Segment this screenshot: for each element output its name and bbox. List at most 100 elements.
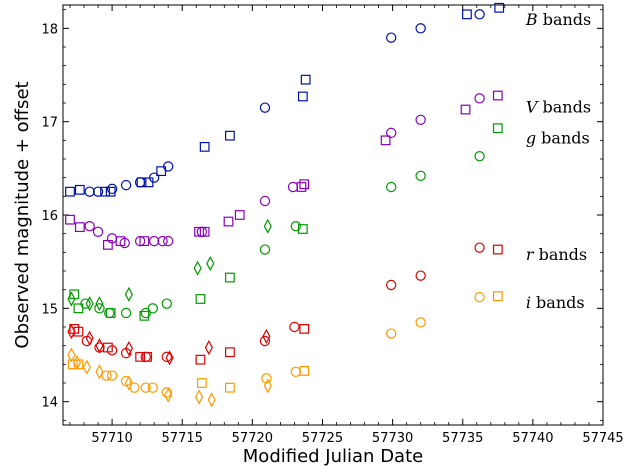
data-point-B-square — [462, 9, 472, 20]
x-tick-label: 57730 — [372, 431, 413, 446]
data-point-B-circle — [386, 32, 397, 43]
data-point-g-circle — [140, 307, 151, 319]
data-point-i-circle — [290, 366, 302, 377]
data-point-B-square — [100, 186, 110, 197]
data-point-V-square — [492, 90, 503, 101]
data-point-g-diamond — [263, 218, 272, 234]
data-point-V-square — [380, 135, 391, 146]
data-point-V-circle — [162, 235, 174, 247]
data-point-r-diamond — [165, 350, 174, 366]
y-axis-label: Observed magnitude + offset — [12, 81, 33, 348]
data-point-B-circle — [84, 186, 95, 197]
data-point-g-square — [195, 294, 206, 304]
data-point-g-square — [73, 303, 84, 314]
y-tick-label: 18 — [41, 22, 58, 37]
data-point-i-diamond — [124, 375, 134, 391]
data-point-V-circle — [415, 114, 426, 126]
y-tick-label: 16 — [41, 209, 58, 224]
data-point-B-circle — [106, 183, 118, 195]
data-point-r-square — [195, 354, 206, 365]
data-point-i-diamond — [164, 387, 173, 403]
series-V-square — [65, 90, 503, 250]
data-point-B-circle — [120, 179, 132, 191]
series-r-circle — [81, 242, 485, 363]
data-point-i-diamond — [207, 392, 216, 408]
series-i-circle — [101, 291, 485, 398]
x-tick-label: 57740 — [512, 431, 553, 446]
data-point-i-square — [492, 291, 503, 302]
data-point-r-circle — [386, 279, 397, 291]
data-point-i-circle — [161, 387, 172, 398]
data-point-r-circle — [259, 335, 271, 347]
data-point-B-square — [300, 74, 311, 85]
data-point-g-square — [105, 308, 116, 318]
data-point-r-diamond — [262, 328, 271, 344]
x-tick-label: 57710 — [91, 431, 132, 446]
data-point-g-circle — [290, 220, 302, 232]
data-point-V-circle — [84, 220, 95, 232]
data-point-V-square — [223, 216, 234, 227]
data-point-V-square — [296, 182, 307, 192]
data-point-g-square — [297, 224, 308, 234]
series-g-square — [69, 123, 503, 321]
data-point-g-circle — [120, 307, 132, 319]
data-point-V-circle — [148, 235, 160, 247]
data-point-B-square — [136, 177, 147, 188]
data-point-g-circle — [161, 298, 172, 309]
data-point-V-circle — [474, 93, 485, 104]
data-point-g-circle — [259, 244, 271, 255]
legend-label-g: g bands — [526, 129, 590, 148]
y-tick-label: 15 — [41, 302, 58, 317]
data-point-V-circle — [287, 181, 299, 193]
data-point-i-circle — [101, 370, 112, 381]
series-B-circle — [84, 9, 485, 197]
data-point-i-circle — [415, 317, 426, 328]
data-point-r-square — [492, 244, 503, 255]
data-point-B-square — [225, 130, 235, 141]
data-point-B-square — [199, 141, 210, 152]
data-point-i-square — [67, 359, 78, 370]
data-point-r-square — [142, 351, 153, 362]
data-point-r-square — [135, 351, 146, 362]
x-tick-label: 57735 — [442, 431, 483, 446]
data-point-i-diamond — [194, 389, 204, 405]
legend-item-V: V bands — [526, 98, 591, 117]
series-V-circle — [84, 93, 485, 249]
data-point-B-circle — [474, 9, 485, 20]
data-point-i-square — [196, 378, 207, 388]
data-point-V-circle — [259, 195, 271, 207]
data-point-B-circle — [415, 23, 426, 34]
series-g-diamond — [67, 218, 272, 312]
data-point-g-square — [225, 272, 235, 283]
legend-item-B: B bands — [525, 10, 591, 29]
data-point-i-diamond — [72, 354, 82, 371]
series-i-diamond — [67, 347, 272, 408]
data-point-V-square — [115, 236, 126, 247]
data-point-r-diamond — [67, 324, 76, 340]
data-point-V-circle — [386, 127, 397, 139]
data-point-g-diamond — [67, 291, 76, 307]
data-point-B-square — [74, 184, 85, 195]
data-point-V-square — [199, 226, 210, 237]
data-point-g-diamond — [85, 296, 94, 312]
data-point-r-square — [299, 323, 310, 334]
legend-label-V: V bands — [526, 98, 591, 117]
data-point-g-diamond — [193, 260, 202, 276]
data-point-i-circle — [386, 328, 397, 339]
data-point-V-circle — [196, 226, 208, 237]
data-point-g-diamond — [206, 255, 215, 272]
data-point-r-diamond — [204, 339, 213, 356]
data-point-i-circle — [474, 291, 485, 303]
y-tick-label: 17 — [41, 116, 58, 131]
data-marks — [65, 2, 505, 408]
data-point-r-square — [73, 326, 84, 337]
series-B-square — [65, 2, 505, 197]
series-g-circle — [80, 150, 485, 319]
data-point-i-circle — [140, 382, 151, 393]
data-point-B-circle — [92, 186, 104, 197]
legend-label-i: i bands — [526, 293, 585, 312]
series-r-diamond — [67, 324, 271, 366]
data-point-i-diamond — [95, 364, 104, 380]
data-point-B-square — [65, 186, 75, 197]
legend-label-r: r bands — [526, 245, 587, 264]
